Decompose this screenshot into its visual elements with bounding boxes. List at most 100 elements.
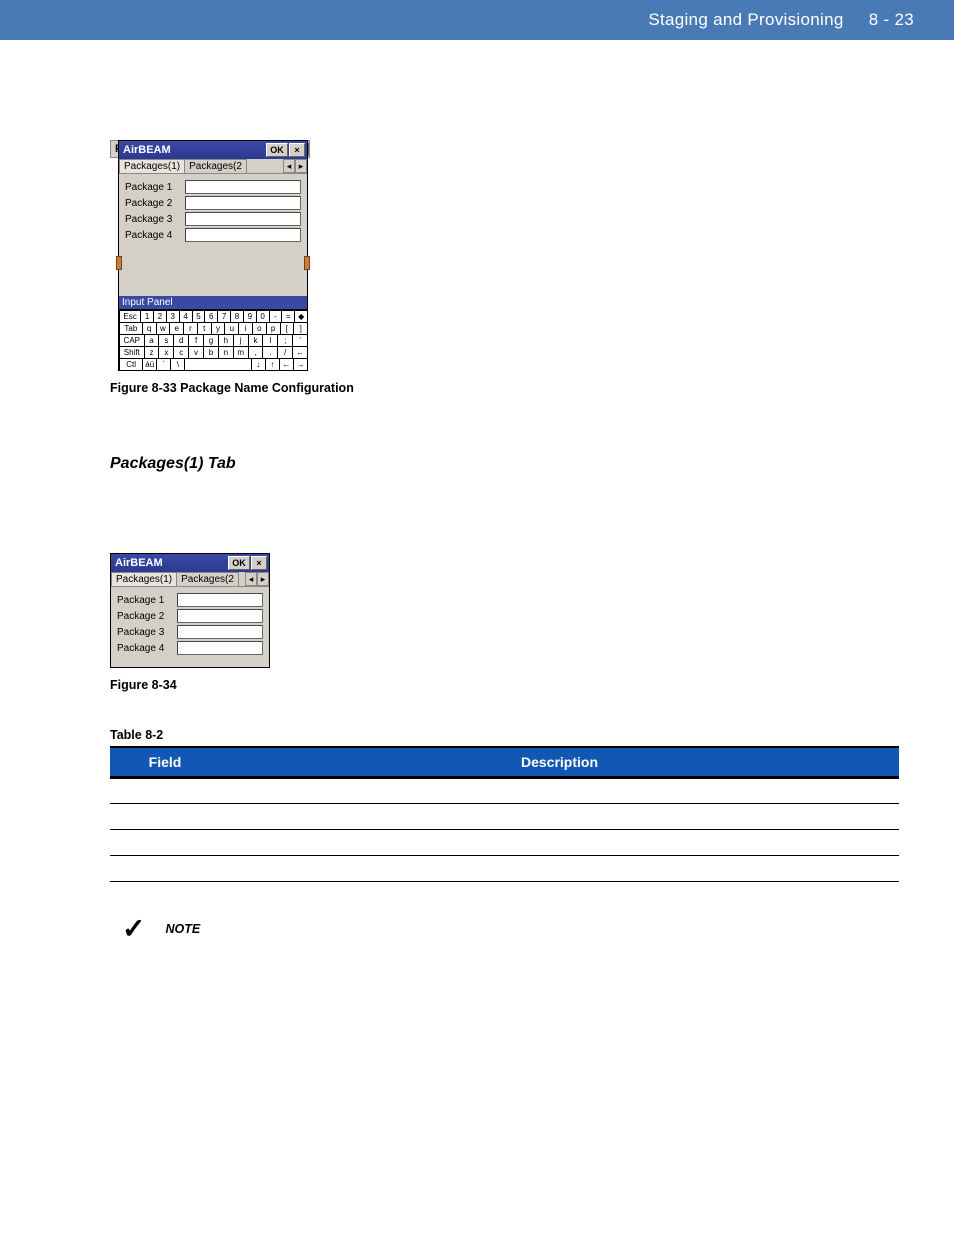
soft-key[interactable]: v [188, 346, 203, 358]
package-label: Package 4 [125, 230, 185, 241]
soft-key[interactable]: Esc [119, 310, 140, 322]
soft-key[interactable]: ↓ [251, 358, 265, 370]
package-1-input[interactable] [177, 593, 263, 607]
tab-packages2[interactable]: Packages(2 [184, 159, 247, 173]
package-4-input[interactable] [185, 228, 301, 242]
soft-key[interactable]: CAP [119, 334, 144, 346]
soft-key[interactable]: , [248, 346, 263, 358]
tab-nav-right[interactable]: ▸ [257, 572, 269, 586]
soft-key[interactable]: . [262, 346, 277, 358]
soft-key[interactable]: Shift [119, 346, 144, 358]
soft-key[interactable]: j [233, 334, 248, 346]
soft-key[interactable]: z [144, 346, 159, 358]
checkmark-icon: ✓ [122, 912, 145, 945]
figure-8-34: AirBEAM OK × Packages(1) Packages(2 ◂ ▸ … [110, 553, 899, 692]
soft-key[interactable]: n [218, 346, 233, 358]
package-1-input[interactable] [185, 180, 301, 194]
soft-key[interactable]: 8 [230, 310, 243, 322]
ok-button[interactable]: OK [266, 143, 288, 157]
soft-key[interactable]: ◆ [294, 310, 307, 322]
close-button[interactable]: × [289, 143, 305, 157]
package-label: Package 4 [117, 643, 177, 654]
soft-key[interactable]: 0 [256, 310, 269, 322]
soft-key[interactable]: [ [280, 322, 294, 334]
soft-key[interactable]: Ctl [119, 358, 142, 370]
package-4-input[interactable] [177, 641, 263, 655]
table-cell-field [110, 830, 220, 856]
table-row [110, 778, 899, 804]
left-handle-icon [116, 256, 122, 270]
soft-key[interactable]: m [233, 346, 248, 358]
soft-key[interactable]: w [156, 322, 170, 334]
soft-key[interactable]: d [173, 334, 188, 346]
soft-key[interactable]: y [211, 322, 225, 334]
soft-key[interactable]: t [197, 322, 211, 334]
soft-key[interactable]: áü [142, 358, 156, 370]
soft-key[interactable]: q [142, 322, 156, 334]
soft-key[interactable]: ` [156, 358, 170, 370]
tab-nav-left[interactable]: ◂ [245, 572, 257, 586]
package-label: Package 2 [125, 198, 185, 209]
package-row: Package 2 [117, 609, 263, 623]
soft-keyboard[interactable]: Esc1234567890-=◆ Tabqwertyuiop[] CAPasdf… [119, 309, 307, 370]
soft-key[interactable]: \ [170, 358, 184, 370]
soft-key[interactable]: 5 [192, 310, 205, 322]
package-2-input[interactable] [185, 196, 301, 210]
table-cell-field [110, 804, 220, 830]
figure-8-33: File × AirBEAM OK × Packages(1) Packages… [110, 140, 899, 395]
soft-key[interactable]: r [183, 322, 197, 334]
soft-key[interactable]: → [293, 358, 307, 370]
airbeam-title: AirBEAM [121, 144, 265, 156]
table-row [110, 804, 899, 830]
tabs-row: Packages(1) Packages(2 ◂ ▸ [111, 572, 269, 587]
soft-key[interactable]: p [266, 322, 280, 334]
airbeam-titlebar: AirBEAM OK × [111, 554, 269, 572]
package-3-input[interactable] [177, 625, 263, 639]
soft-key[interactable]: 3 [166, 310, 179, 322]
soft-key[interactable]: e [169, 322, 183, 334]
soft-key[interactable]: h [218, 334, 233, 346]
soft-key[interactable]: 1 [140, 310, 153, 322]
table-cell-description [220, 856, 899, 882]
soft-key[interactable]: ' [292, 334, 307, 346]
soft-key[interactable]: f [188, 334, 203, 346]
soft-key[interactable]: / [277, 346, 292, 358]
soft-key[interactable]: g [203, 334, 218, 346]
soft-key[interactable]: Tab [119, 322, 142, 334]
tab-nav-right[interactable]: ▸ [295, 159, 307, 173]
package-3-input[interactable] [185, 212, 301, 226]
ok-button[interactable]: OK [228, 556, 250, 570]
soft-key[interactable]: 4 [179, 310, 192, 322]
tab-packages1[interactable]: Packages(1) [111, 572, 177, 586]
soft-key[interactable]: 6 [204, 310, 217, 322]
section-title: Packages(1) Tab [110, 455, 899, 473]
tab-packages1[interactable]: Packages(1) [119, 159, 185, 173]
soft-key[interactable]: ← [279, 358, 293, 370]
soft-key[interactable]: 7 [217, 310, 230, 322]
soft-key[interactable]: o [252, 322, 266, 334]
soft-key[interactable]: ↑ [265, 358, 279, 370]
field-description-table: Field Description [110, 746, 899, 882]
soft-key[interactable]: u [224, 322, 238, 334]
tab-nav-left[interactable]: ◂ [283, 159, 295, 173]
soft-key[interactable]: c [173, 346, 188, 358]
soft-key[interactable]: 9 [243, 310, 256, 322]
soft-key[interactable]: = [281, 310, 294, 322]
soft-key[interactable]: a [144, 334, 159, 346]
soft-key[interactable]: b [203, 346, 218, 358]
soft-key[interactable]: s [158, 334, 173, 346]
soft-key[interactable]: x [158, 346, 173, 358]
soft-key[interactable]: i [238, 322, 252, 334]
soft-key[interactable]: ] [293, 322, 307, 334]
soft-key[interactable]: ; [277, 334, 292, 346]
soft-key[interactable] [184, 358, 250, 370]
tab-packages2[interactable]: Packages(2 [176, 572, 239, 586]
soft-key[interactable]: - [269, 310, 282, 322]
close-button[interactable]: × [251, 556, 267, 570]
soft-key[interactable]: 2 [153, 310, 166, 322]
soft-key[interactable]: ← [292, 346, 307, 358]
package-2-input[interactable] [177, 609, 263, 623]
note-block: ✓ NOTE [110, 912, 899, 945]
soft-key[interactable]: k [248, 334, 263, 346]
soft-key[interactable]: l [262, 334, 277, 346]
